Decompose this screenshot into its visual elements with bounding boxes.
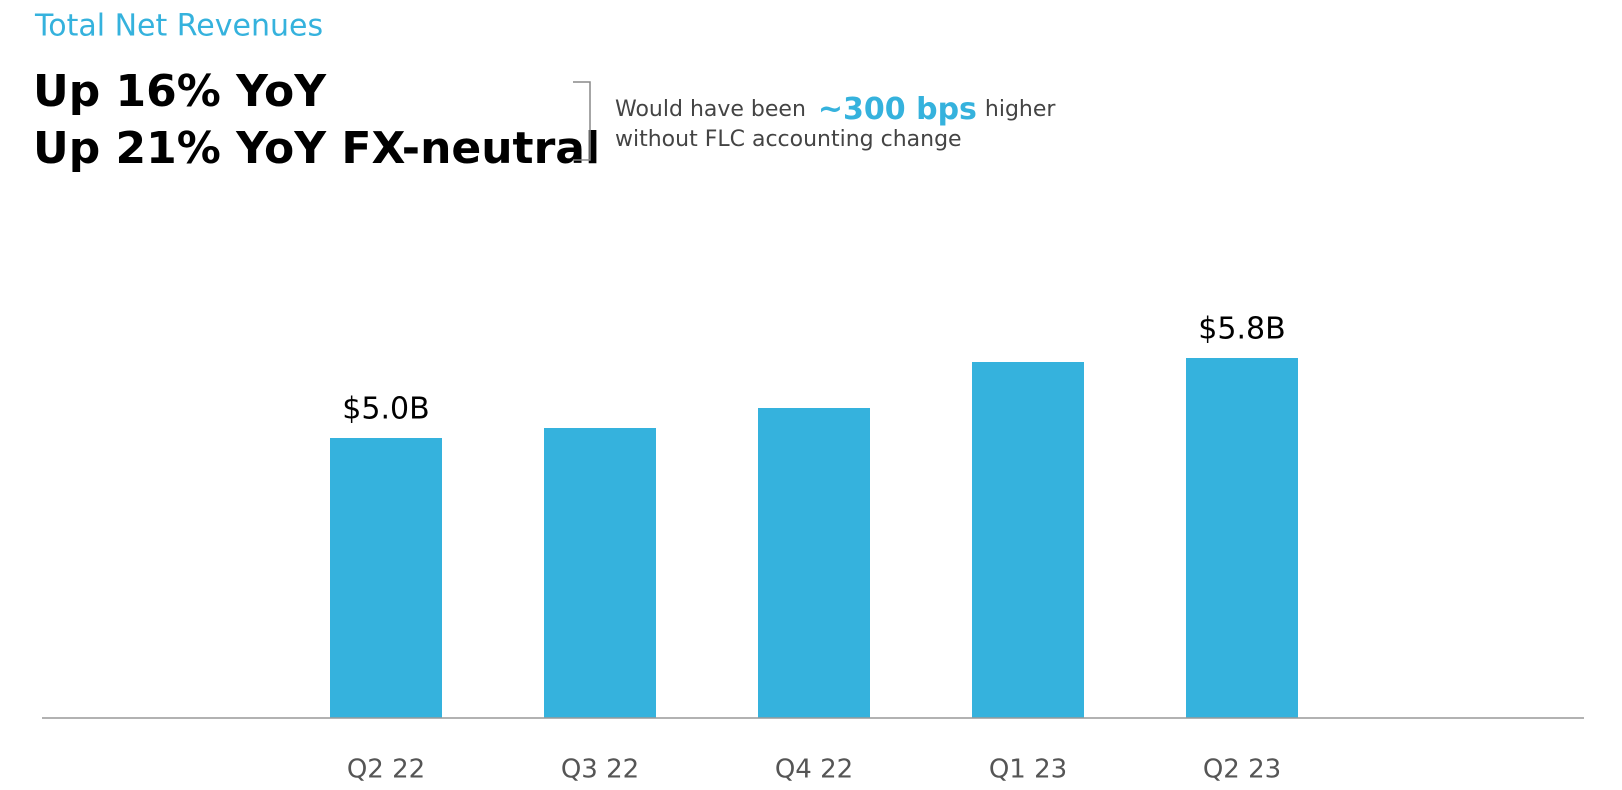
bracket <box>573 81 591 161</box>
chart-title: Total Net Revenues <box>34 9 323 44</box>
x-tick-label: Q3 22 <box>561 755 639 785</box>
bar <box>1186 358 1298 718</box>
x-tick-label: Q1 23 <box>989 755 1067 785</box>
note-text: Would have been <box>615 97 806 122</box>
note: Would have been ~300 bps higher <box>615 92 1056 127</box>
bar <box>972 362 1084 718</box>
x-tick-label: Q2 22 <box>347 755 425 785</box>
value-label: $5.8B <box>1198 312 1285 347</box>
note-highlight: ~300 bps <box>818 92 977 127</box>
x-tick-label: Q2 23 <box>1203 755 1281 785</box>
bar <box>544 428 656 718</box>
bar <box>330 438 442 718</box>
headline: Up 16% YoY <box>33 66 327 117</box>
headline: Up 21% YoY FX-neutral <box>33 123 600 174</box>
x-tick-label: Q4 22 <box>775 755 853 785</box>
note-text: higher <box>985 97 1056 122</box>
note-text: without FLC accounting change <box>615 127 962 152</box>
value-label: $5.0B <box>342 392 429 427</box>
bar <box>758 408 870 718</box>
